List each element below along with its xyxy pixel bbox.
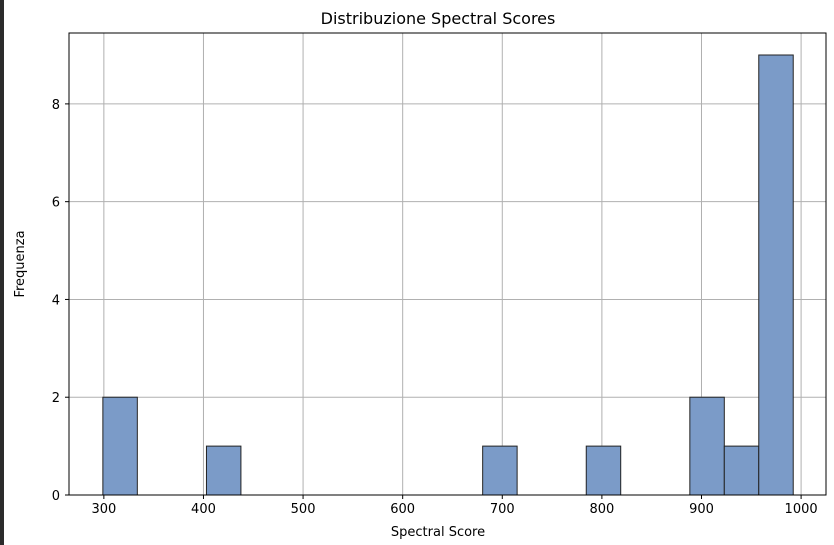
x-tick-label: 700 — [490, 502, 515, 517]
x-axis-ticks: 300 400 500 600 700 800 900 1000 — [91, 495, 818, 517]
y-tick-label: 4 — [52, 293, 60, 308]
y-tick-label: 0 — [52, 489, 60, 504]
window-edge — [0, 0, 4, 545]
x-tick-label: 900 — [689, 502, 714, 517]
x-tick-label: 400 — [191, 502, 216, 517]
histogram-bar — [482, 445, 518, 496]
y-tick-label: 2 — [52, 391, 60, 406]
x-axis-label: Spectral Score — [391, 525, 485, 540]
y-axis-ticks: 0 2 4 6 8 — [52, 98, 69, 504]
chart-title: Distribuzione Spectral Scores — [321, 9, 556, 28]
x-tick-label: 500 — [291, 502, 316, 517]
x-tick-label: 800 — [589, 502, 614, 517]
histogram-bar — [689, 396, 725, 496]
plot-frame — [68, 32, 827, 496]
y-tick-label: 6 — [52, 196, 60, 211]
histogram-bar — [102, 396, 138, 496]
y-tick-label: 8 — [52, 98, 60, 113]
x-tick-label: 1000 — [785, 502, 818, 517]
x-tick-label: 600 — [390, 502, 415, 517]
x-tick-label: 300 — [91, 502, 116, 517]
histogram-bar — [205, 445, 242, 496]
histogram-bar — [758, 54, 794, 496]
histogram-bar — [723, 445, 760, 496]
histogram-bar — [585, 445, 622, 496]
y-axis-label: Frequenza — [13, 230, 28, 297]
bars — [102, 54, 794, 496]
